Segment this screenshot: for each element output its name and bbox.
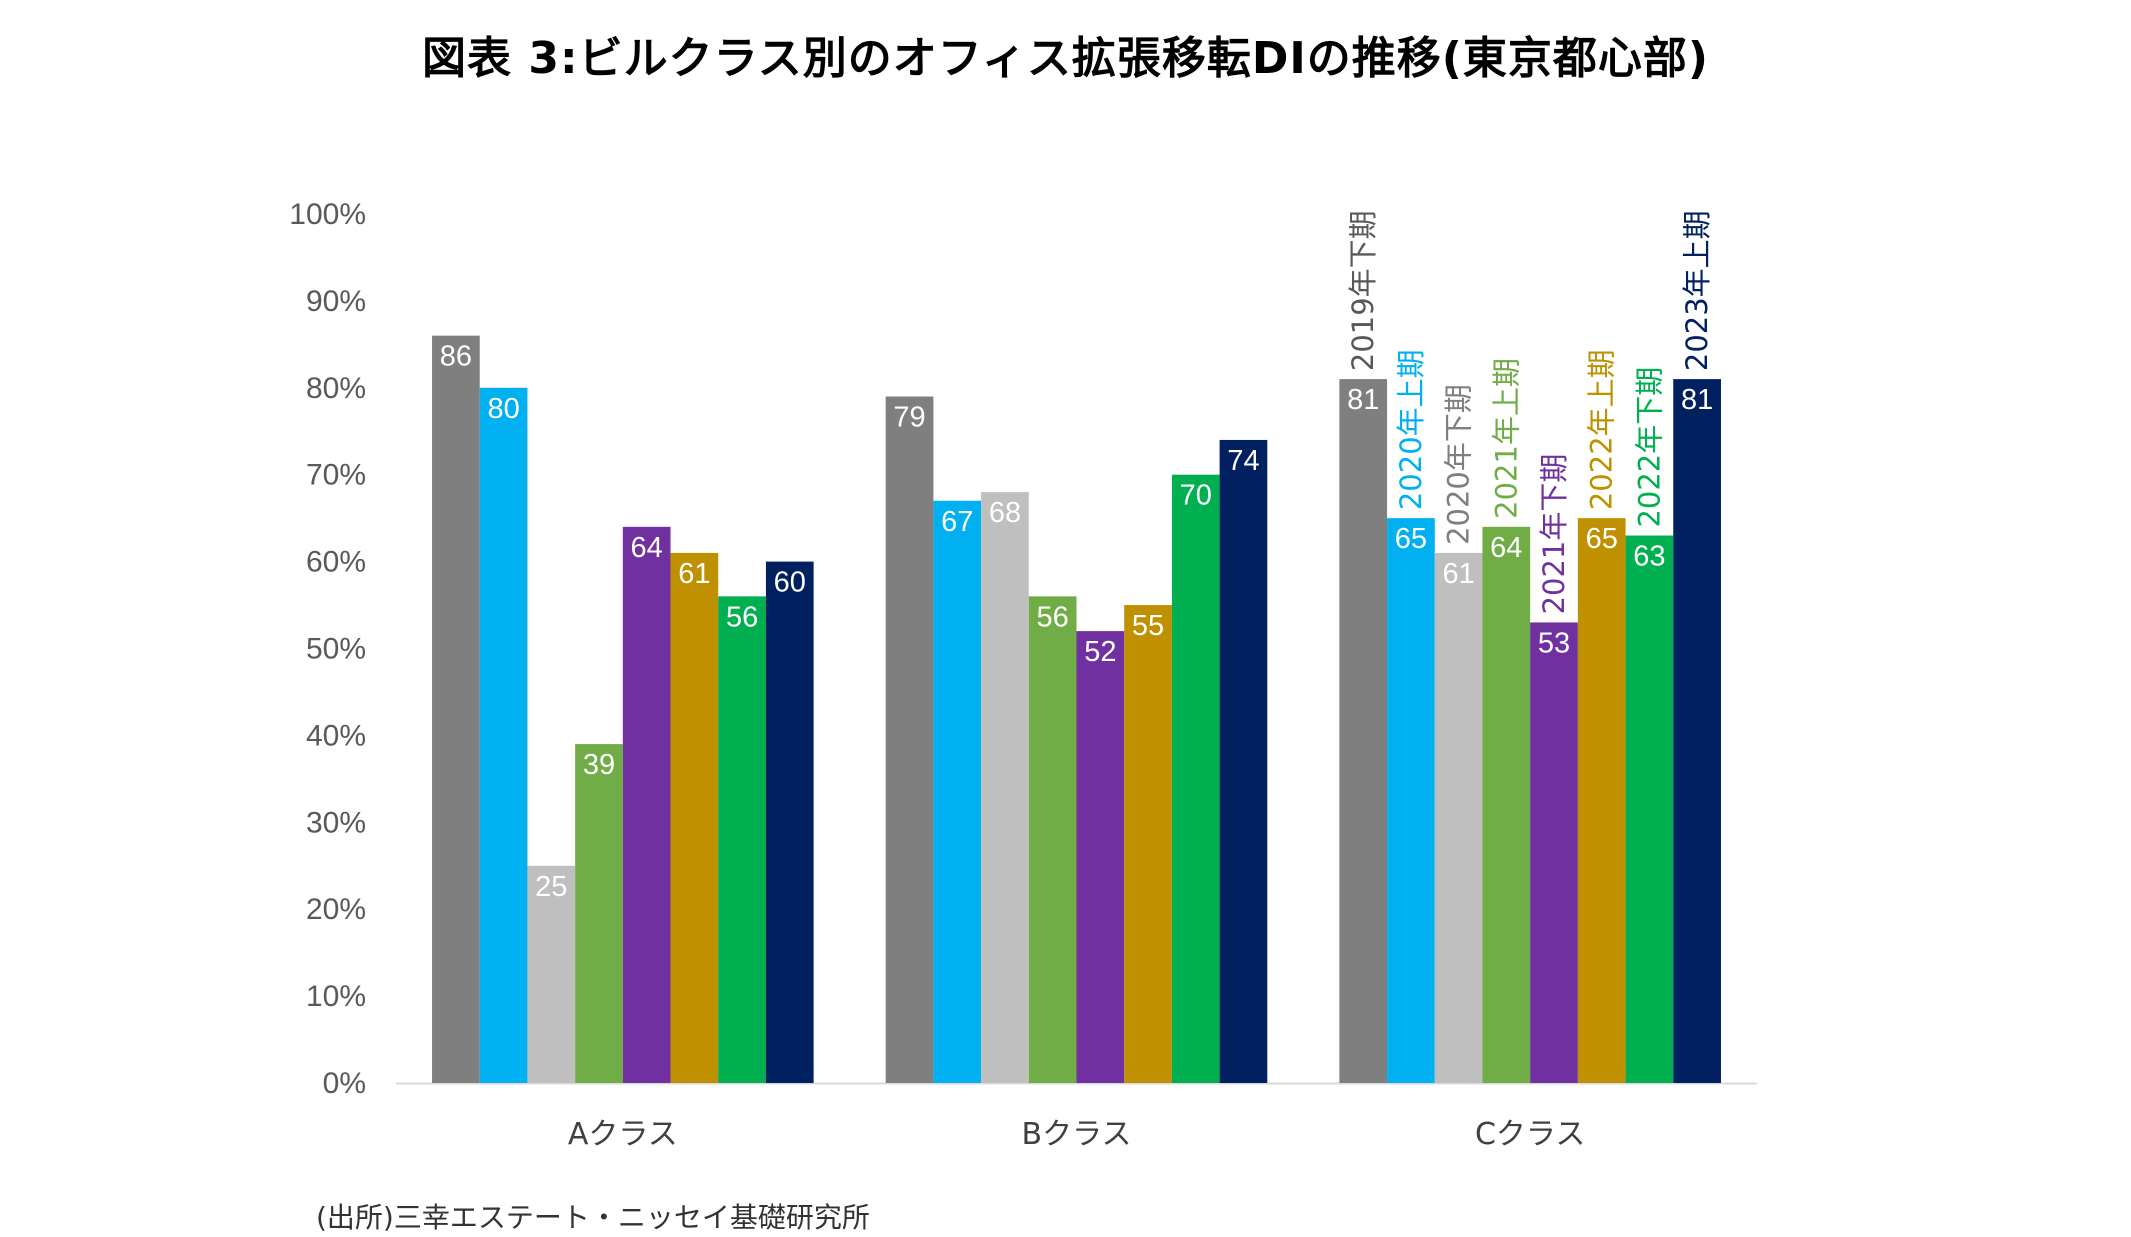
bar	[933, 500, 982, 1083]
bar	[479, 387, 528, 1083]
chart-title: 図表 3:ビルクラス別のオフィス拡張移転DIの推移(東京都心部)	[422, 33, 1709, 84]
bar	[670, 552, 719, 1083]
data-label: 61	[678, 558, 710, 590]
y-tick-label: 0%	[323, 1067, 366, 1100]
data-label: 55	[1132, 610, 1164, 642]
data-label: 63	[1633, 541, 1665, 573]
bar	[1625, 535, 1674, 1083]
bar	[527, 865, 576, 1083]
data-label: 67	[941, 506, 973, 538]
y-tick-label: 50%	[306, 633, 366, 666]
y-tick-label: 80%	[306, 372, 366, 405]
bar	[1124, 605, 1172, 1083]
data-label: 65	[1586, 523, 1618, 555]
data-label: 68	[989, 497, 1021, 529]
data-label: 80	[487, 393, 519, 425]
series-label: 2022年上期	[1585, 349, 1619, 510]
bar	[1482, 526, 1531, 1083]
bar	[1171, 474, 1220, 1083]
data-label: 81	[1347, 384, 1379, 416]
series-label: 2022年下期	[1632, 367, 1666, 528]
data-label: 53	[1538, 627, 1570, 659]
series-label: 2020年下期	[1442, 384, 1476, 545]
series-label: 2023年上期	[1680, 210, 1714, 371]
data-label: 56	[1037, 601, 1069, 633]
series-label: 2021年下期	[1537, 454, 1571, 615]
series-label: 2019年下期	[1346, 210, 1380, 371]
series-label: 2021年上期	[1489, 358, 1523, 519]
data-label: 60	[774, 567, 806, 599]
bar	[1028, 596, 1077, 1083]
data-label: 52	[1084, 636, 1116, 668]
bar	[575, 744, 623, 1083]
x-tick-label: Cクラス	[1475, 1117, 1585, 1152]
bar	[1530, 622, 1578, 1083]
series-label: 2020年上期	[1394, 349, 1428, 510]
data-label: 39	[583, 749, 615, 781]
data-label: 74	[1227, 445, 1259, 477]
bar	[1219, 439, 1268, 1083]
data-label: 81	[1681, 384, 1713, 416]
y-tick-label: 30%	[306, 806, 366, 839]
x-tick-label: Aクラス	[568, 1117, 678, 1152]
y-tick-label: 20%	[306, 893, 366, 926]
bar	[885, 396, 934, 1083]
bar	[718, 596, 766, 1083]
bar	[622, 526, 671, 1083]
bar	[1076, 631, 1125, 1083]
bar	[1339, 379, 1388, 1083]
data-label: 64	[1490, 532, 1522, 564]
bar	[765, 561, 814, 1083]
x-tick-label: Bクラス	[1022, 1117, 1132, 1152]
data-label: 61	[1442, 558, 1474, 590]
bar	[981, 492, 1029, 1084]
y-tick-label: 60%	[306, 546, 366, 579]
y-tick-label: 70%	[306, 459, 366, 492]
bar	[1673, 379, 1721, 1083]
data-label: 79	[893, 401, 925, 433]
bar	[1577, 518, 1626, 1083]
data-label: 25	[535, 871, 567, 903]
y-tick-label: 100%	[289, 198, 366, 231]
source-note: (出所)三幸エステート・ニッセイ基礎研究所	[316, 1201, 870, 1234]
data-label: 70	[1180, 480, 1212, 512]
data-label: 56	[726, 601, 758, 633]
y-tick-label: 10%	[306, 980, 366, 1013]
data-label: 86	[440, 341, 472, 373]
data-label: 65	[1395, 523, 1427, 555]
y-tick-label: 40%	[306, 719, 366, 752]
data-label: 64	[631, 532, 663, 564]
y-tick-label: 90%	[306, 285, 366, 318]
bar	[1387, 518, 1435, 1083]
bar	[1434, 552, 1483, 1083]
bar	[432, 335, 480, 1083]
